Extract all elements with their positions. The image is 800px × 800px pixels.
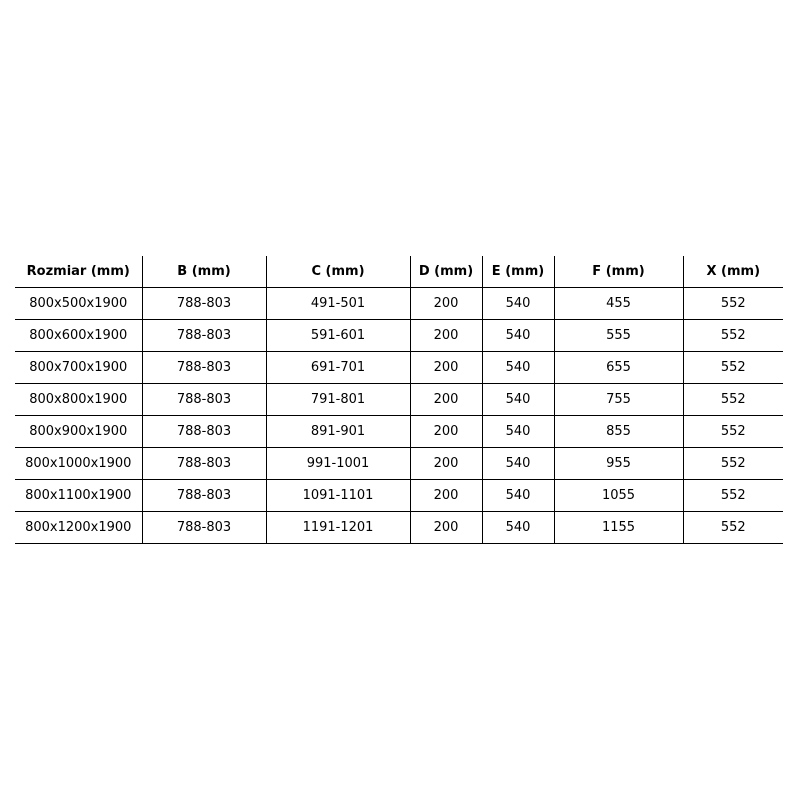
column-header: E (mm) [481, 256, 554, 288]
table-row: 800x1000x1900 788-803 991-1001 200 540 955 552 [15, 447, 783, 480]
table-cell: 800x500x1900 [15, 287, 142, 320]
table-cell: 800x600x1900 [15, 319, 142, 352]
column-header: C (mm) [265, 256, 410, 288]
table-cell: 540 [481, 511, 554, 544]
table-cell: 791-801 [265, 383, 410, 416]
column-header: B (mm) [141, 256, 266, 288]
table-cell: 755 [553, 383, 683, 416]
table-cell: 788-803 [141, 479, 266, 512]
table-cell: 200 [409, 287, 482, 320]
table-cell: 788-803 [141, 447, 266, 480]
table-cell: 555 [553, 319, 683, 352]
table-cell: 552 [682, 511, 783, 544]
table-row: 800x700x1900 788-803 691-701 200 540 655 552 [15, 351, 783, 384]
table-cell: 552 [682, 287, 783, 320]
table-cell: 800x1200x1900 [15, 511, 142, 544]
table-cell: 200 [409, 351, 482, 384]
table-cell: 800x1100x1900 [15, 479, 142, 512]
table-cell: 552 [682, 351, 783, 384]
table-cell: 1055 [553, 479, 683, 512]
table-cell: 540 [481, 351, 554, 384]
column-header: X (mm) [682, 256, 783, 288]
table-cell: 891-901 [265, 415, 410, 448]
table-cell: 200 [409, 479, 482, 512]
table-cell: 540 [481, 415, 554, 448]
table-cell: 788-803 [141, 351, 266, 384]
dimensions-table: Rozmiar (mm) B (mm) C (mm) D (mm) E (mm) F (m… [15, 256, 783, 544]
table-cell: 1155 [553, 511, 683, 544]
table-cell: 540 [481, 287, 554, 320]
table-cell: 788-803 [141, 287, 266, 320]
table-cell: 800x900x1900 [15, 415, 142, 448]
table-cell: 788-803 [141, 511, 266, 544]
table-cell: 200 [409, 447, 482, 480]
table-cell: 540 [481, 319, 554, 352]
table-row: 800x900x1900 788-803 891-901 200 540 855 552 [15, 415, 783, 448]
table-cell: 540 [481, 479, 554, 512]
table-row: 800x600x1900 788-803 591-601 200 540 555 552 [15, 319, 783, 352]
table-cell: 200 [409, 511, 482, 544]
table-cell: 540 [481, 447, 554, 480]
table-row: 800x1100x1900 788-803 1091-1101 200 540 1055 5… [15, 479, 783, 512]
table-cell: 200 [409, 383, 482, 416]
table-row: 800x1200x1900 788-803 1191-1201 200 540 1155 5… [15, 511, 783, 544]
table-cell: 788-803 [141, 415, 266, 448]
table-cell: 200 [409, 319, 482, 352]
table-cell: 691-701 [265, 351, 410, 384]
table-cell: 855 [553, 415, 683, 448]
table-cell: 1091-1101 [265, 479, 410, 512]
table-cell: 1191-1201 [265, 511, 410, 544]
header-row: Rozmiar (mm) B (mm) C (mm) D (mm) E (mm) F (m… [15, 256, 783, 288]
table-cell: 540 [481, 383, 554, 416]
table-cell: 200 [409, 415, 482, 448]
table-cell: 455 [553, 287, 683, 320]
table-cell: 552 [682, 447, 783, 480]
table-cell: 591-601 [265, 319, 410, 352]
table-cell: 955 [553, 447, 683, 480]
table-cell: 491-501 [265, 287, 410, 320]
table-cell: 552 [682, 319, 783, 352]
table-cell: 788-803 [141, 383, 266, 416]
column-header: F (mm) [553, 256, 683, 288]
table-cell: 552 [682, 383, 783, 416]
table-cell: 552 [682, 415, 783, 448]
table-row: 800x500x1900 788-803 491-501 200 540 455 552 [15, 287, 783, 320]
column-header: D (mm) [409, 256, 482, 288]
column-header: Rozmiar (mm) [15, 256, 142, 288]
table-cell: 552 [682, 479, 783, 512]
table-cell: 800x700x1900 [15, 351, 142, 384]
table-row: 800x800x1900 788-803 791-801 200 540 755 552 [15, 383, 783, 416]
table-cell: 788-803 [141, 319, 266, 352]
table-cell: 655 [553, 351, 683, 384]
table-cell: 800x800x1900 [15, 383, 142, 416]
table-cell: 800x1000x1900 [15, 447, 142, 480]
table-cell: 991-1001 [265, 447, 410, 480]
